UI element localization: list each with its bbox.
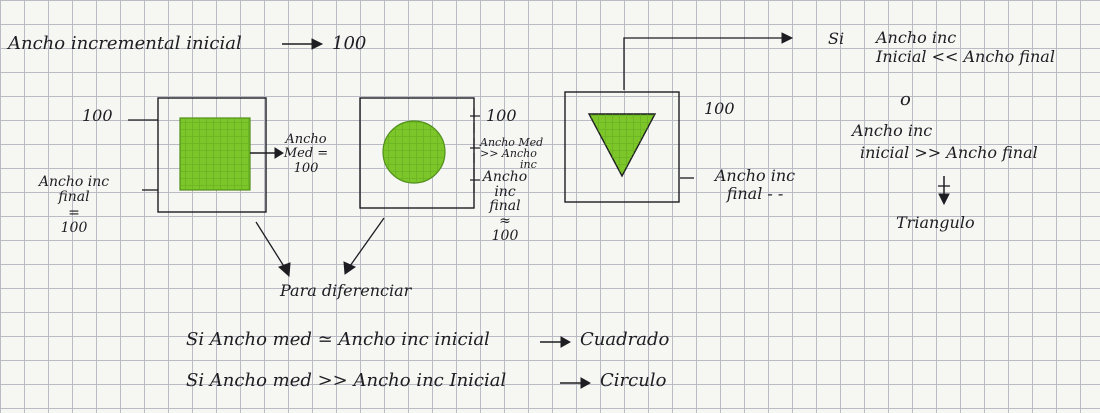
circle-mid-line-3: inc <box>520 158 537 171</box>
triangle-result-arrow <box>938 176 950 206</box>
diff-arrow-right <box>343 217 385 275</box>
rule2-result: Circulo <box>600 370 667 391</box>
para-diferenciar-label: Para diferenciar <box>280 281 412 300</box>
square-hatch <box>180 118 250 190</box>
rule1-condition: Si Ancho med ≃ Ancho inc inicial <box>186 329 490 350</box>
square-side-line-1: Ancho inc <box>38 174 110 190</box>
right-rule-cond2-line-2: inicial >> Ancho final <box>860 142 1038 162</box>
triangle-side-label: Ancho inc final - - <box>700 167 810 202</box>
circle-mid-line-1: Ancho Med <box>480 136 544 149</box>
square-size-label: 100 <box>82 106 113 125</box>
rule1-arrow <box>540 336 572 348</box>
header-label: Ancho incremental inicial <box>8 33 242 54</box>
circle-bottom-line-4: ≈ <box>499 213 511 230</box>
right-rule-cond2: Ancho inc inicial >> Ancho final <box>852 120 1038 163</box>
square-side-line-2: final <box>58 189 90 206</box>
right-rule-cond1-line-2: Inicial << Ancho final <box>876 47 1055 67</box>
rule2-arrow <box>560 377 592 389</box>
circle-bottom-line-1: Ancho <box>482 169 528 185</box>
circle-top-label: 100 <box>486 106 517 125</box>
rule2-condition: Si Ancho med >> Ancho inc Inicial <box>186 370 507 391</box>
right-rule-cond1-line-1: Ancho inc <box>876 28 957 47</box>
right-rule-cond1: Ancho inc Inicial << Ancho final <box>876 28 1055 66</box>
triangle-branch-arrow <box>623 32 794 90</box>
circle-bottom-line-2: inc <box>494 183 516 200</box>
circle-mid-line-2: >> Ancho <box>480 147 537 160</box>
circle-hatch <box>383 121 445 183</box>
circle-bottom-line-3: final <box>489 198 521 215</box>
header-arrow <box>282 38 324 50</box>
triangle-hatch <box>589 114 655 176</box>
right-rule-si: Si <box>828 29 845 48</box>
circle-bottom-label: Ancho inc final ≈ 100 <box>480 170 530 243</box>
diff-arrow-left <box>255 221 291 278</box>
square-side-line-4: 100 <box>60 220 88 237</box>
triangle-top-label: 100 <box>704 99 735 118</box>
right-rule-or: o <box>900 89 911 110</box>
square-right-line-3: 100 <box>293 160 319 176</box>
triangle-side-line-2: final - - <box>726 183 784 203</box>
square-side-line-3: = <box>68 204 80 221</box>
circle-bottom-line-5: 100 <box>491 227 519 244</box>
triangle-outer-box <box>564 91 680 203</box>
right-rule-cond2-line-1: Ancho inc <box>852 121 933 140</box>
square-right-line-2: Med = <box>283 146 329 162</box>
circle-mid-label: Ancho Med >> Ancho inc <box>480 137 543 170</box>
triangle-side-line-1: Ancho inc <box>714 166 796 185</box>
right-rule-result: Triangulo <box>896 213 975 232</box>
header-value: 100 <box>332 33 367 54</box>
square-outer-box <box>157 97 267 213</box>
rule1-result: Cuadrado <box>580 329 670 350</box>
square-right-line-1: Ancho <box>285 132 327 147</box>
square-width-arrow <box>250 147 284 159</box>
square-side-label: Ancho inc final = 100 <box>26 174 122 237</box>
square-right-label: Ancho Med = 100 <box>282 132 330 176</box>
